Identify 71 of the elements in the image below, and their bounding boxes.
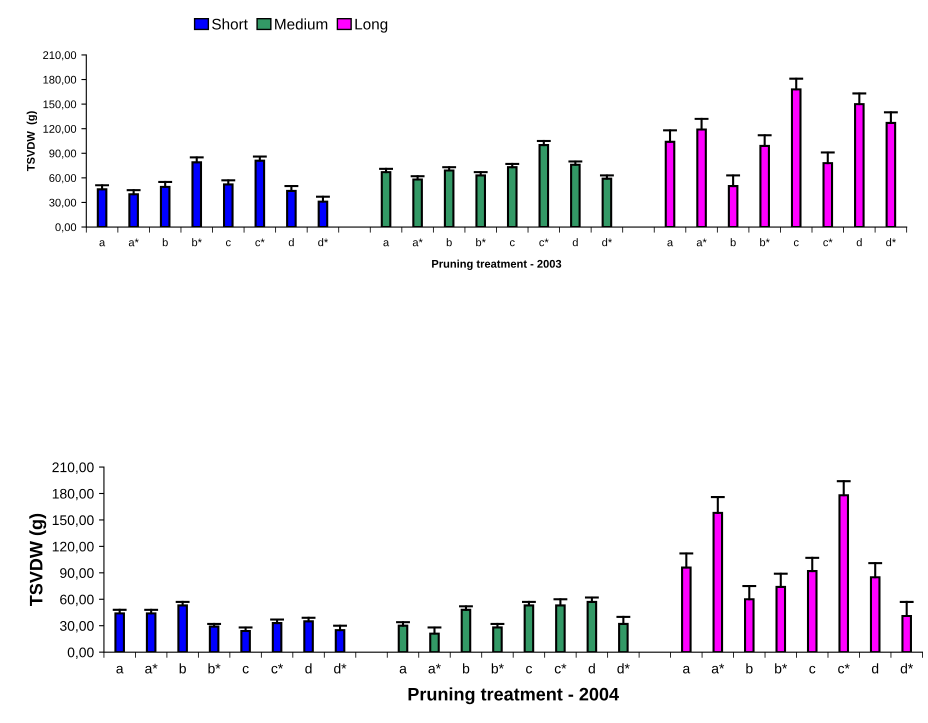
y-axis-title: TSVDW (g) (26, 111, 38, 172)
x-tick-label: a* (696, 238, 707, 246)
x-tick-label: c* (823, 238, 833, 246)
x-tick-label: a (116, 666, 124, 674)
legend-label: Short (212, 18, 248, 30)
legend-label: Long (355, 18, 388, 33)
x-tick-label: a* (412, 238, 423, 246)
x-tick-label: c* (838, 664, 850, 674)
x-tick-label: a (383, 240, 390, 246)
x-tick-label: b (746, 663, 753, 674)
y-tick-label: 0,00 (55, 223, 76, 232)
x-tick-label: b (730, 238, 736, 246)
x-tick-label: a (400, 666, 407, 674)
x-axis-title: Pruning treatment - 2004 (408, 687, 619, 704)
x-tick-label: d (288, 238, 294, 246)
y-tick-label: 210,00 (52, 462, 94, 474)
x-tick-label: d (588, 663, 595, 674)
x-tick-label: a* (712, 664, 724, 674)
x-tick-label: b* (775, 663, 788, 674)
legend-label: Medium (275, 18, 328, 30)
x-tick-label: d* (334, 663, 346, 674)
x-tick-label: c (809, 666, 816, 674)
x-tick-label: a* (145, 664, 158, 674)
x-tick-label: d (872, 663, 878, 674)
x-tick-label: a (683, 666, 690, 674)
x-tick-label: d* (617, 663, 630, 674)
x-tick-label: c (226, 240, 231, 246)
y-axis-title: TSVDW (g) (29, 514, 46, 606)
y-tick-label: 180,00 (52, 488, 94, 500)
x-axis-title: Pruning treatment - 2003 (432, 260, 562, 270)
y-tick-label: 150,00 (43, 100, 76, 110)
x-tick-label: a (99, 240, 106, 246)
x-tick-label: b* (192, 238, 202, 246)
x-tick-label: d (305, 663, 312, 674)
x-tick-label: b (446, 238, 452, 246)
y-tick-label: 0,00 (68, 647, 94, 659)
y-tick-label: 180,00 (43, 76, 76, 85)
x-tick-label: b* (208, 663, 220, 674)
x-tick-label: d* (886, 238, 896, 246)
x-tick-label: d* (900, 663, 914, 674)
y-tick-label: 90,00 (60, 568, 94, 580)
x-tick-label: c (242, 666, 249, 674)
x-tick-label: b* (476, 238, 486, 246)
y-tick-label: 60,00 (60, 594, 94, 606)
x-tick-label: d* (318, 238, 328, 246)
x-tick-label: c (794, 240, 799, 246)
y-tick-label: 210,00 (43, 51, 76, 60)
x-tick-label: b (463, 663, 470, 674)
x-tick-label: c* (539, 238, 549, 246)
x-tick-label: d (856, 238, 862, 246)
y-tick-label: 90,00 (49, 150, 76, 159)
x-tick-label: a* (128, 238, 139, 246)
x-tick-label: d (572, 238, 578, 246)
x-tick-label: b* (492, 663, 504, 674)
x-tick-label: c (510, 240, 515, 246)
y-tick-label: 30,00 (49, 198, 76, 208)
y-tick-label: 150,00 (52, 515, 94, 527)
x-tick-label: d* (602, 238, 612, 246)
x-tick-label: b (180, 663, 186, 674)
x-tick-label: b (162, 238, 168, 246)
y-tick-label: 60,00 (49, 174, 76, 184)
x-tick-label: a (667, 240, 674, 246)
x-tick-label: c* (271, 664, 284, 674)
y-tick-label: 120,00 (43, 124, 76, 134)
x-tick-label: b* (760, 238, 770, 246)
y-tick-label: 120,00 (52, 542, 94, 554)
y-tick-label: 30,00 (60, 621, 94, 633)
x-tick-label: c* (255, 238, 265, 246)
x-tick-label: c* (554, 664, 566, 674)
x-tick-label: a* (428, 664, 441, 674)
x-tick-label: c (526, 666, 532, 674)
